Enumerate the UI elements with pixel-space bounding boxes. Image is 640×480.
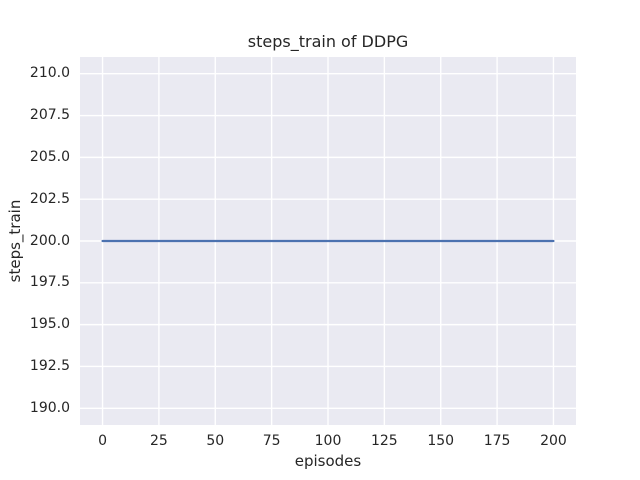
x-tick-label: 125	[370, 433, 398, 449]
plot-area	[80, 57, 576, 425]
x-tick-label: 75	[262, 433, 281, 449]
y-tick-label: 197.5	[29, 274, 70, 291]
y-tick-label: 207.5	[29, 107, 70, 124]
x-tick-label: 0	[98, 433, 107, 449]
x-tick-label: 50	[206, 433, 225, 449]
x-tick-label: 200	[540, 433, 567, 449]
y-tick-label: 195.0	[29, 316, 70, 333]
x-tick-label: 100	[314, 433, 342, 449]
y-tick-label: 210.0	[29, 65, 70, 82]
x-tick-label: 150	[427, 433, 455, 449]
y-tick-label: 192.5	[29, 357, 70, 374]
x-axis-label: episodes	[294, 452, 362, 470]
y-tick-label: 205.0	[29, 148, 70, 165]
x-tick-label: 175	[483, 433, 511, 449]
y-tick-label: 202.5	[29, 190, 70, 207]
y-tick-label: 200.0	[29, 232, 70, 249]
y-tick-label: 190.0	[29, 399, 70, 416]
x-tick-label: 25	[149, 433, 168, 449]
plot-canvas	[80, 57, 576, 425]
chart-title: steps_train of DDPG	[247, 32, 409, 51]
